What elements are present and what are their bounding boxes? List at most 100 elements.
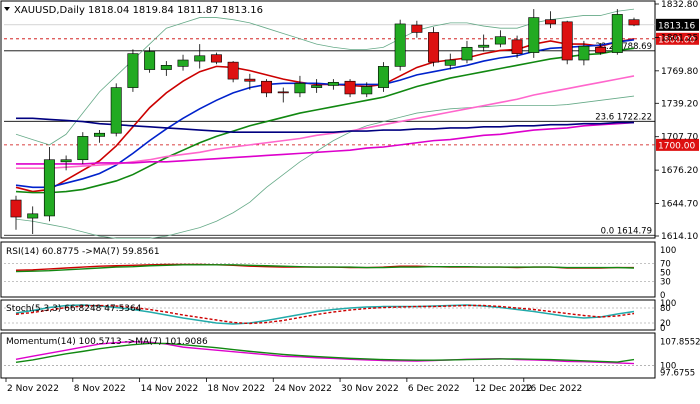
candle-body	[227, 61, 239, 80]
candle	[595, 43, 607, 55]
candle-body	[444, 59, 456, 66]
candle-body	[94, 132, 105, 137]
stoch-series-line	[15, 304, 635, 325]
moving-average-line	[16, 121, 635, 165]
time-axis-label: 14 Nov 2022	[141, 384, 199, 394]
current-price-tag-label: 1813.16	[658, 21, 695, 31]
candle-body	[377, 66, 389, 88]
price-axis-label: 1676.20	[661, 166, 698, 176]
candle-body	[27, 213, 39, 219]
stoch-axis-label: 100	[660, 299, 676, 309]
momentum-axis-label: 97.6755	[660, 368, 695, 378]
momentum-series-line	[15, 342, 635, 364]
candle-body	[595, 46, 607, 53]
fibonacci-level-label: 38.2 1788.69	[595, 42, 652, 52]
candle-body	[160, 65, 172, 70]
candle	[160, 61, 172, 76]
dropdown-arrow-icon[interactable]	[4, 7, 10, 11]
fibonacci-level-label: 23.6 1722.22	[595, 112, 652, 122]
price-axis-label: 1769.80	[661, 67, 698, 77]
rsi-axis-label: 0	[660, 291, 665, 301]
candle-body	[294, 83, 306, 94]
candle	[511, 35, 523, 58]
candle-body	[494, 36, 506, 45]
time-axis-label: 6 Dec 2022	[408, 384, 460, 394]
candle	[277, 87, 289, 103]
candle	[444, 53, 456, 70]
stoch-axis-label: 0	[660, 324, 665, 334]
candle	[461, 40, 473, 64]
price-pane-frame	[0, 0, 656, 239]
candle	[210, 52, 222, 65]
candle-body	[194, 55, 206, 62]
price-axis-label: 1739.20	[661, 99, 698, 109]
candle	[344, 79, 356, 98]
header-block: XAUUSD,Daily 1818.04 1819.84 1811.87 181…	[4, 5, 263, 16]
stoch-axis-label: 80	[660, 304, 671, 314]
candle-body	[10, 199, 22, 218]
candle	[10, 195, 22, 230]
time-axis-label: 16 Dec 2022	[525, 384, 583, 394]
candle-body	[277, 91, 289, 94]
candle	[60, 155, 72, 171]
rsi-axis-label: 100	[660, 246, 676, 256]
time-axis-label: 8 Nov 2022	[74, 384, 126, 394]
momentum-pane-frame	[0, 332, 656, 379]
time-axis-label: 18 Nov 2022	[207, 384, 265, 394]
candle	[294, 75, 306, 98]
candle	[377, 62, 389, 92]
stoch-indicator-label: Stoch(5,3,3) 66.8248 47.5364	[6, 304, 142, 314]
candle-body	[344, 80, 356, 95]
momentum-axis-label: 107.8552	[660, 337, 700, 347]
candle	[394, 19, 406, 71]
candle	[311, 79, 323, 93]
current-price-tag	[656, 18, 699, 31]
candle-body	[210, 54, 222, 63]
candle	[327, 79, 339, 90]
fibonacci-level-label: 0.0 1614.79	[601, 226, 652, 236]
stoch-series-line	[15, 304, 635, 325]
candle	[27, 206, 39, 234]
candle-body	[411, 24, 423, 33]
candle	[244, 73, 256, 90]
price-level-tag-label: 1800.00	[658, 35, 695, 45]
candle	[127, 49, 139, 92]
candle-body	[43, 159, 55, 217]
candle-body	[144, 51, 156, 70]
candle	[411, 20, 423, 38]
candle	[611, 9, 623, 55]
candle	[227, 61, 239, 83]
candle-body	[311, 85, 323, 88]
candle	[261, 79, 273, 98]
candles-layer	[10, 9, 640, 234]
x-axis-labels: 2 Nov 2022 8 Nov 2022 14 Nov 2022 18 Nov 20…	[5, 378, 583, 394]
time-axis-label: 30 Nov 2022	[341, 384, 399, 394]
time-axis-label: 12 Dec 2022	[475, 384, 532, 394]
stoch-axis-label: 20	[660, 319, 671, 329]
candle-body	[528, 17, 540, 53]
candle-body	[628, 19, 640, 26]
candle	[478, 34, 490, 52]
candle-body	[461, 46, 473, 61]
candle	[428, 27, 440, 67]
price-axis-label: 1614.10	[661, 232, 698, 242]
candle	[43, 146, 55, 222]
candle-body	[60, 159, 72, 163]
rsi-indicator-label: RSI(14) 60.8775 ->MA(7) 59.8561	[6, 247, 160, 257]
candle	[144, 47, 156, 73]
price-axis-label: 1644.70	[661, 200, 698, 210]
candle-body	[327, 81, 339, 86]
y-axis-labels: 1813.16 1800.00 1700.00 1832.80 1801.25 1769.…	[655, 0, 699, 242]
candle-body	[110, 87, 122, 134]
candle-body	[177, 59, 189, 67]
candle-body	[127, 53, 139, 88]
candle	[177, 54, 189, 71]
candle-body	[611, 14, 623, 53]
price-axis-label: 1707.70	[661, 133, 698, 143]
momentum-indicator-label: Momentum(14) 100.5713 ->MA(7) 101.9086	[6, 337, 208, 347]
candle	[194, 44, 206, 69]
rsi-axis-label: 70	[660, 260, 671, 270]
rsi-axis-label: 50	[660, 269, 671, 279]
